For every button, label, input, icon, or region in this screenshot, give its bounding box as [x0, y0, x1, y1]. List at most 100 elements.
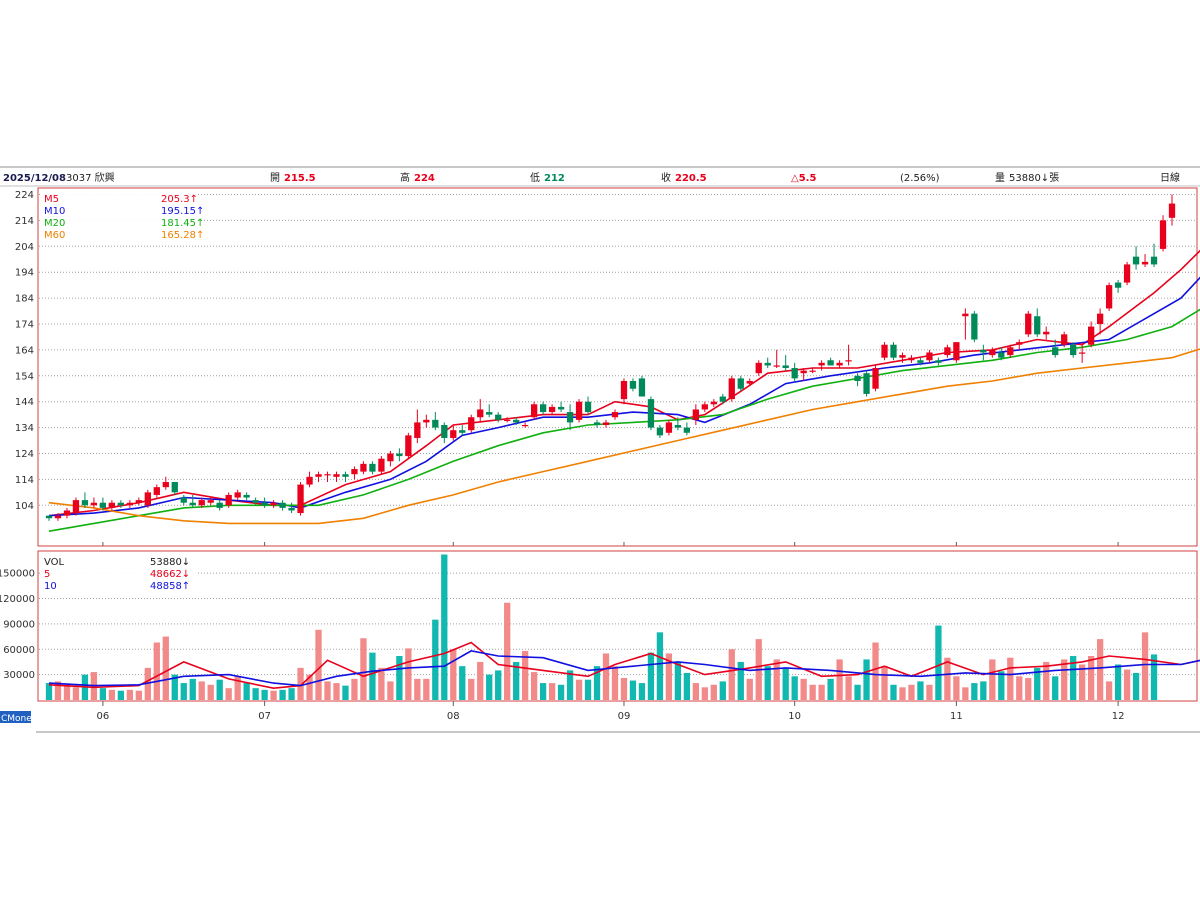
candle	[369, 461, 376, 475]
volume-bar	[324, 681, 331, 700]
volume-bar	[971, 683, 978, 700]
volume-bar	[611, 666, 619, 700]
candle	[971, 311, 978, 343]
legend-m60-value: 165.28↑	[161, 230, 204, 241]
candle	[522, 422, 529, 428]
candle	[63, 507, 71, 519]
candle	[135, 497, 142, 506]
volume-tick-label: 150000	[0, 569, 35, 580]
candle	[953, 342, 960, 363]
volume-bar	[656, 632, 664, 700]
price-tick-label: 124	[15, 449, 34, 460]
candle	[854, 373, 861, 387]
volume-bar	[72, 687, 80, 700]
volume-bar	[539, 683, 547, 700]
volume-bar	[1025, 678, 1032, 700]
candle	[288, 502, 295, 514]
volume-bar	[135, 690, 142, 700]
candle	[180, 494, 187, 506]
candle	[1096, 308, 1104, 335]
candle	[827, 357, 834, 366]
candle	[944, 344, 951, 358]
volume-bar	[351, 678, 358, 700]
candle	[530, 401, 538, 420]
volume-bar	[719, 681, 726, 700]
volume-bar	[908, 684, 915, 700]
volume-bar	[252, 688, 259, 700]
candle	[459, 425, 466, 436]
price-tick-label: 104	[15, 501, 34, 512]
candle	[396, 448, 403, 462]
candle	[405, 432, 412, 459]
candle	[539, 401, 547, 415]
candle	[980, 344, 987, 361]
volume-bar	[1096, 639, 1104, 700]
candle	[360, 461, 367, 475]
close-value: 220.5	[675, 173, 707, 184]
month-label: 08	[447, 711, 460, 722]
volume-tick-label: 60000	[3, 645, 35, 656]
volume-tick-label: 90000	[3, 619, 35, 630]
candle	[216, 500, 223, 511]
candle	[486, 404, 493, 418]
volume-bar	[710, 684, 717, 700]
volume-bar	[450, 649, 457, 700]
candle	[728, 375, 735, 402]
price-tick-label: 144	[15, 397, 34, 408]
volume-bar	[530, 672, 538, 700]
volume-bar	[989, 659, 996, 700]
candle	[378, 456, 385, 475]
volume-bar	[980, 681, 987, 700]
volume-bar	[917, 681, 924, 700]
candle	[836, 360, 843, 369]
candle	[1061, 331, 1068, 348]
volume-bar	[926, 684, 933, 700]
volume-bar	[746, 678, 753, 700]
period-label: 日線	[1160, 171, 1180, 184]
volume-tick-label: 120000	[0, 594, 35, 605]
legend-vol10-value: 48858↑	[150, 581, 190, 592]
volume-bar	[162, 636, 169, 700]
candle	[477, 399, 484, 423]
candle	[198, 497, 205, 508]
volume-bar	[881, 666, 888, 700]
legend-vol10-name: 10	[44, 581, 57, 592]
candle	[1159, 215, 1167, 252]
volume-bar	[1079, 664, 1086, 700]
volume-bar	[1150, 654, 1158, 700]
candle	[764, 357, 771, 369]
volume-bar	[890, 684, 897, 700]
legend-m20-value: 181.45↑	[161, 218, 204, 229]
candle	[638, 375, 646, 397]
candle	[333, 471, 340, 482]
volume-ma-line-10	[48, 650, 1200, 687]
open-label: 開	[270, 172, 280, 184]
volume-bar	[207, 684, 214, 700]
price-axis: 104 114 124 134 144 154 164 174 184 194 204 214 224	[15, 190, 34, 512]
candle	[962, 308, 969, 340]
candle	[342, 471, 349, 482]
month-label: 10	[788, 711, 801, 722]
volume-bar	[728, 649, 735, 700]
candle	[593, 419, 601, 428]
stock-name: 3037 欣興	[66, 171, 115, 184]
volume-bar	[117, 690, 125, 700]
volume-bar	[396, 656, 403, 700]
price-tick-label: 184	[15, 294, 34, 305]
candle	[81, 492, 89, 508]
candle	[1052, 339, 1059, 358]
volume-bar	[845, 676, 852, 700]
candle	[935, 357, 942, 366]
volume-bar	[701, 687, 708, 700]
volume-bar	[306, 674, 313, 700]
volume-bar	[899, 687, 906, 700]
quote-date: 2025/12/08	[3, 173, 66, 184]
volume-bar	[548, 683, 556, 700]
candle	[99, 497, 107, 511]
volume-bar	[243, 683, 250, 700]
candle	[737, 375, 744, 392]
high-value: 224	[414, 173, 435, 184]
volume-bar	[378, 667, 385, 700]
candle	[881, 342, 888, 361]
volume-bar	[827, 678, 834, 700]
